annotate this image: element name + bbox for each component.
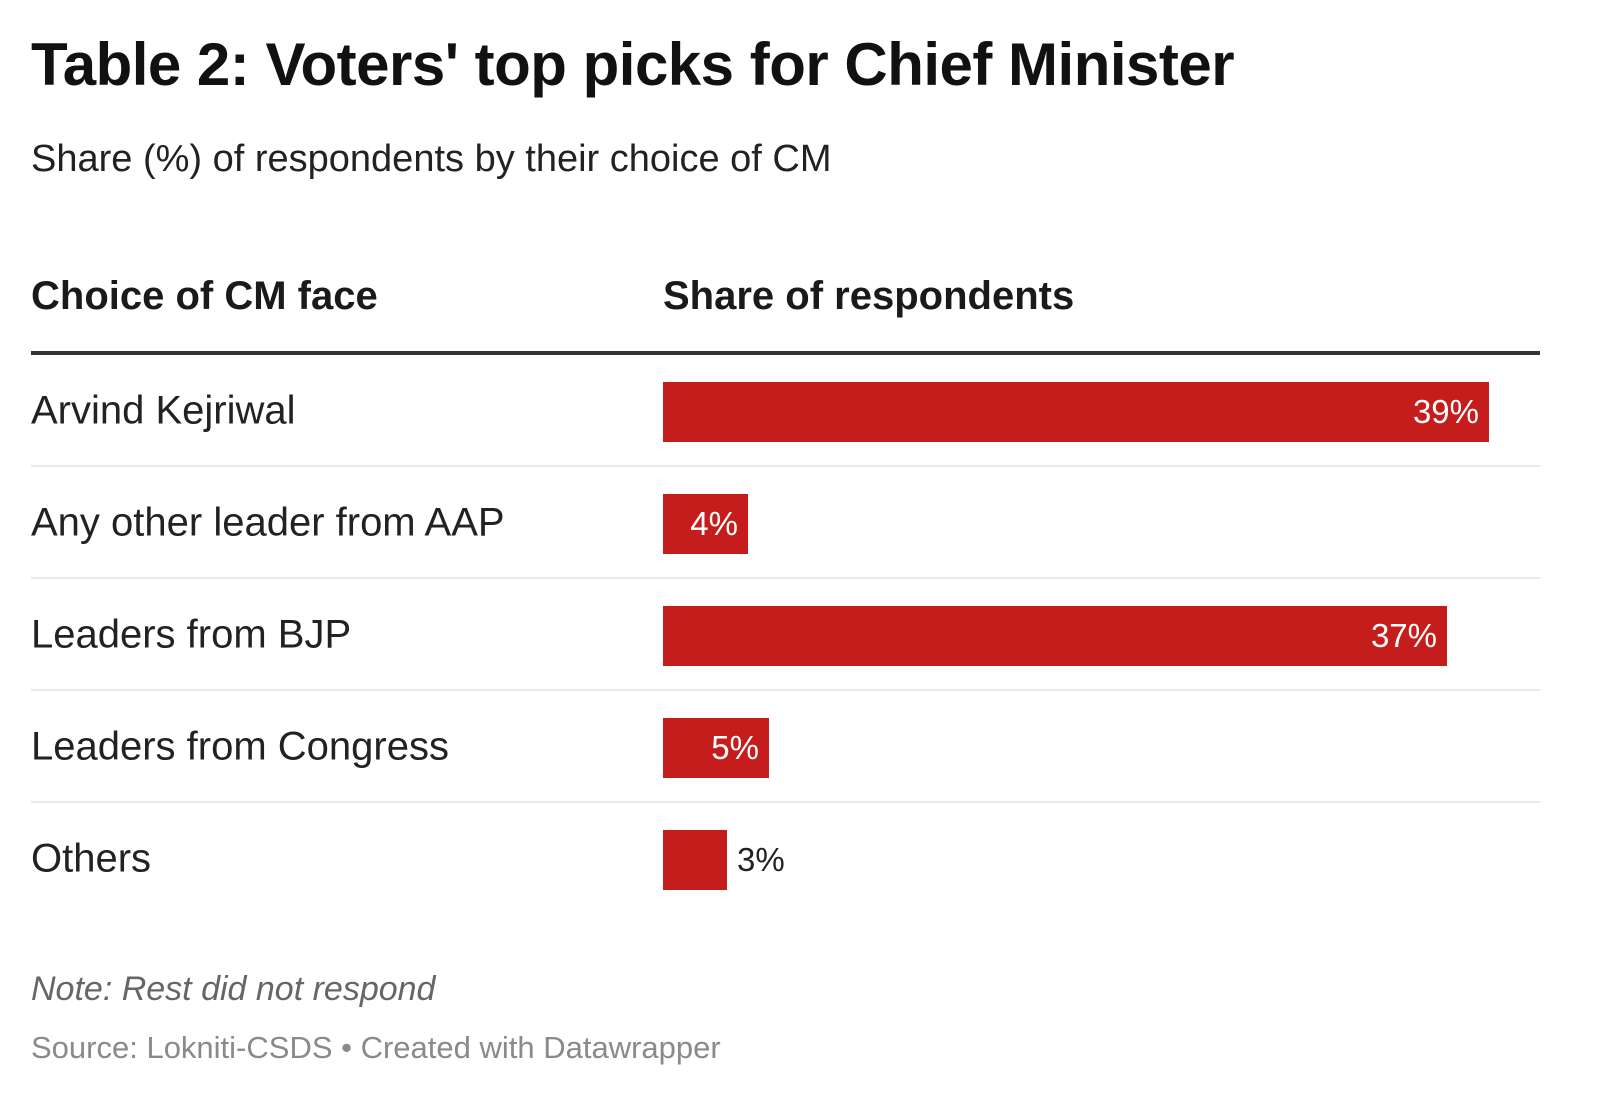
column-header-choice[interactable]: Choice of CM face	[31, 274, 378, 318]
bar-value-label: 5%	[711, 729, 759, 766]
header-divider	[31, 351, 1540, 355]
row-divider	[31, 801, 1540, 803]
bar-value-label: 3%	[737, 841, 785, 878]
row-label: Leaders from BJP	[31, 612, 352, 657]
row-divider	[31, 689, 1540, 691]
bar: 39%	[663, 382, 1489, 442]
bar-value-label: 37%	[1370, 617, 1437, 654]
chart-subtitle: Share (%) of respondents by their choice…	[31, 138, 832, 180]
table-row: Arvind Kejriwal 39%	[31, 355, 1540, 467]
bar: 37%	[663, 606, 1447, 666]
bar: 5%	[663, 718, 769, 778]
bar-value-label: 4%	[690, 505, 738, 542]
bar: 4%	[663, 494, 748, 554]
row-label: Any other leader from AAP	[31, 500, 505, 545]
chart-note: Note: Rest did not respond	[31, 970, 436, 1008]
column-header-share[interactable]: Share of respondents	[663, 274, 1075, 318]
table-row: Any other leader from AAP 4%	[31, 467, 1540, 579]
table-row: Others 3%	[31, 803, 1540, 915]
table-row: Leaders from Congress 5%	[31, 691, 1540, 803]
row-divider	[31, 465, 1540, 467]
bar	[663, 830, 727, 890]
table-row: Leaders from BJP 37%	[31, 579, 1540, 691]
row-label: Others	[31, 836, 152, 881]
bar-value-label: 39%	[1412, 393, 1479, 430]
row-divider	[31, 577, 1540, 579]
row-label: Arvind Kejriwal	[31, 388, 296, 433]
row-label: Leaders from Congress	[31, 724, 449, 769]
chart-source: Source: Lokniti-CSDS • Created with Data…	[31, 1030, 721, 1065]
chart-title: Table 2: Voters' top picks for Chief Min…	[31, 31, 1235, 98]
